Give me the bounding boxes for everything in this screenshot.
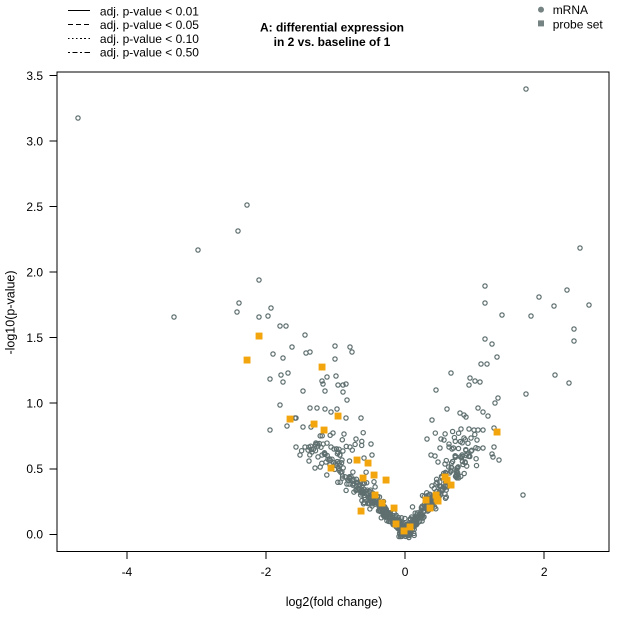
svg-text:adj. p-value < 0.50: adj. p-value < 0.50 — [100, 46, 199, 60]
svg-text:adj. p-value < 0.05: adj. p-value < 0.05 — [100, 18, 199, 32]
svg-text:1.5: 1.5 — [26, 331, 43, 345]
svg-text:0.5: 0.5 — [26, 462, 43, 476]
svg-text:0: 0 — [402, 565, 409, 579]
svg-text:mRNA: mRNA — [553, 3, 588, 17]
svg-text:2.5: 2.5 — [26, 200, 43, 214]
svg-text:2: 2 — [541, 565, 548, 579]
svg-text:2.0: 2.0 — [26, 265, 43, 279]
svg-text:3.5: 3.5 — [26, 69, 43, 83]
svg-text:-4: -4 — [122, 565, 133, 579]
svg-text:in 2 vs. baseline of 1: in 2 vs. baseline of 1 — [274, 35, 391, 49]
svg-text:3.0: 3.0 — [26, 134, 43, 148]
svg-text:-2: -2 — [261, 565, 272, 579]
svg-text:-log10(p-value): -log10(p-value) — [4, 270, 18, 354]
svg-text:A: differential expression: A: differential expression — [260, 21, 404, 35]
svg-text:1.0: 1.0 — [26, 397, 43, 411]
svg-text:log2(fold change): log2(fold change) — [286, 595, 383, 609]
svg-text:probe set: probe set — [553, 18, 604, 32]
svg-text:adj. p-value < 0.01: adj. p-value < 0.01 — [100, 4, 199, 18]
svg-text:adj. p-value < 0.10: adj. p-value < 0.10 — [100, 32, 199, 46]
svg-text:0.0: 0.0 — [26, 528, 43, 542]
